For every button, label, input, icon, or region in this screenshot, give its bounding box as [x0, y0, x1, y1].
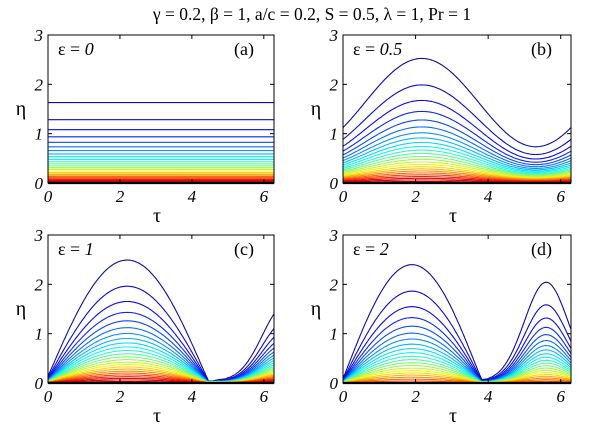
y-tick-label: 3 — [329, 226, 339, 245]
x-tick-label: 2 — [116, 187, 125, 206]
contour-lines — [48, 259, 274, 383]
y-tick-label: 0 — [35, 374, 44, 393]
contour-line — [343, 166, 571, 179]
x-tick-label: 0 — [44, 187, 53, 206]
contour-line — [343, 119, 571, 166]
y-tick-label: 1 — [35, 125, 44, 144]
y-axis-label: η — [311, 298, 321, 320]
contour-line — [343, 84, 571, 156]
contour-panel: 0 2 4 6 0 1 2 3 τ η ε = 2 (d) — [311, 226, 572, 427]
x-tick-label: 4 — [188, 387, 197, 406]
x-tick-label: 2 — [116, 387, 125, 406]
param-label: ε = 0 — [58, 39, 94, 59]
x-tick-label: 6 — [260, 187, 269, 206]
contour-lines — [343, 264, 571, 383]
y-axis-label: η — [16, 298, 26, 320]
y-tick-label: 0 — [330, 374, 339, 393]
panel-label: (b) — [531, 39, 552, 60]
x-tick-label: 0 — [339, 387, 348, 406]
x-tick-label: 4 — [484, 387, 493, 406]
param-label: ε = 1 — [58, 239, 94, 259]
contour-line — [343, 168, 571, 180]
contour-panel: 0 2 4 6 0 1 2 3 τ η ε = 0 (a) — [16, 26, 275, 227]
contour-line — [343, 163, 571, 179]
y-tick-label: 0 — [330, 174, 339, 193]
x-tick-label: 6 — [260, 387, 269, 406]
x-tick-label: 2 — [411, 187, 420, 206]
contour-line — [343, 161, 571, 178]
y-axis-label: η — [311, 98, 321, 120]
x-tick-label: 4 — [484, 187, 493, 206]
y-tick-label: 0 — [35, 174, 44, 193]
y-tick-label: 3 — [329, 26, 339, 45]
contour-line — [343, 137, 571, 171]
x-tick-label: 6 — [556, 187, 565, 206]
y-tick-label: 2 — [35, 275, 44, 294]
contour-line — [343, 158, 571, 177]
contour-line — [343, 99, 571, 160]
x-axis-label: τ — [449, 205, 457, 227]
x-tick-label: 6 — [556, 387, 565, 406]
contour-line — [343, 57, 571, 148]
y-tick-label: 3 — [34, 226, 44, 245]
panel-label: (c) — [234, 239, 254, 260]
y-tick-label: 2 — [35, 75, 44, 94]
contour-line — [343, 170, 571, 181]
y-tick-label: 1 — [330, 125, 339, 144]
x-axis-label: τ — [153, 405, 161, 427]
y-tick-label: 2 — [330, 75, 339, 94]
panel-label: (a) — [234, 39, 254, 60]
figure-suptitle: γ = 0.2, β = 1, a/c = 0.2, S = 0.5, λ = … — [152, 4, 471, 24]
panels: 0 2 4 6 0 1 2 3 τ η ε = 0 (a) 0 2 4 6 0 1 2 3 τ η ε = 0.5 (b) 0 2… — [16, 26, 572, 427]
contour-line — [343, 152, 571, 175]
contour-line — [343, 317, 571, 382]
y-tick-label: 3 — [34, 26, 44, 45]
x-tick-label: 0 — [339, 187, 348, 206]
contour-panel: 0 2 4 6 0 1 2 3 τ η ε = 1 (c) — [16, 226, 275, 427]
contour-line — [343, 126, 571, 168]
contour-line — [343, 132, 571, 169]
panel-label: (d) — [531, 239, 552, 260]
param-label: ε = 2 — [353, 239, 389, 259]
y-tick-label: 2 — [330, 275, 339, 294]
y-tick-label: 1 — [35, 325, 44, 344]
x-tick-label: 2 — [411, 387, 420, 406]
contour-lines — [48, 102, 274, 183]
contour-line — [343, 149, 571, 174]
contour-line — [343, 172, 571, 181]
y-tick-label: 1 — [330, 325, 339, 344]
contour-line — [343, 110, 571, 163]
y-axis-label: η — [16, 98, 26, 120]
contour-panel: 0 2 4 6 0 1 2 3 τ η ε = 0.5 (b) — [311, 26, 572, 227]
contour-line — [343, 145, 571, 173]
x-axis-label: τ — [153, 205, 161, 227]
x-tick-label: 4 — [188, 187, 197, 206]
x-axis-label: τ — [449, 405, 457, 427]
x-tick-label: 0 — [44, 387, 53, 406]
param-label: ε = 0.5 — [353, 39, 402, 59]
contour-line — [343, 155, 571, 176]
contour-lines — [343, 57, 571, 183]
contour-line — [343, 141, 571, 172]
